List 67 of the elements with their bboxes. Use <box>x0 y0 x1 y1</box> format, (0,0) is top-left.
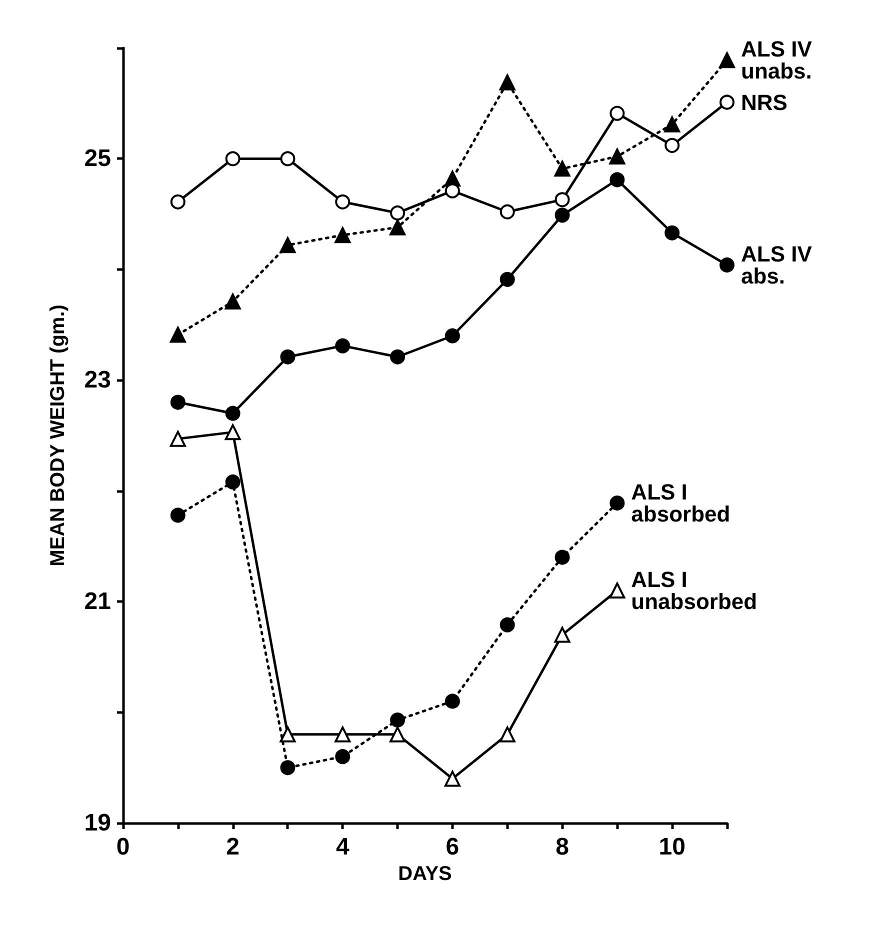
x-tick-label: 2 <box>226 834 240 860</box>
point <box>280 237 296 254</box>
point <box>444 770 460 787</box>
point <box>609 148 626 164</box>
point <box>335 338 350 354</box>
point <box>225 474 240 490</box>
point <box>554 160 570 177</box>
point <box>444 328 460 344</box>
x-tick-label: 8 <box>556 834 569 860</box>
y-axis-title: MEAN BODY WEIGHT (gm.) <box>47 304 69 566</box>
x-axis-title: DAYS <box>398 862 452 885</box>
point <box>554 192 570 208</box>
x-tick-label: 10 <box>658 834 686 860</box>
x-tick-label: 0 <box>116 834 130 860</box>
point <box>720 258 734 272</box>
series-label: ALS IV abs. <box>741 242 812 288</box>
point <box>500 617 515 632</box>
x-tick-label: 6 <box>446 834 460 860</box>
series-label: ALS IV unabs. <box>741 36 812 84</box>
point <box>225 406 240 421</box>
point <box>170 508 186 523</box>
series-label: NRS <box>741 90 788 115</box>
point <box>664 225 680 240</box>
y-tick-label: 23 <box>84 366 111 394</box>
point <box>390 205 406 220</box>
point <box>499 74 516 90</box>
point <box>280 760 296 776</box>
point <box>170 194 186 210</box>
point <box>170 326 186 343</box>
point <box>390 712 406 728</box>
point <box>280 726 296 742</box>
point <box>720 94 734 110</box>
point <box>554 626 570 643</box>
series-label: ALS I unabsorbed <box>631 567 758 614</box>
point <box>334 726 351 742</box>
y-tick-label: 25 <box>84 145 111 172</box>
point <box>335 749 350 764</box>
point <box>664 116 680 132</box>
point <box>444 183 460 198</box>
point <box>554 550 570 565</box>
point <box>500 272 515 287</box>
point <box>334 227 351 244</box>
point <box>610 172 625 188</box>
point <box>609 582 626 598</box>
point <box>554 208 570 223</box>
x-tick-label: 4 <box>336 834 350 860</box>
point <box>280 151 296 166</box>
point <box>335 194 350 210</box>
point <box>610 106 625 121</box>
point <box>390 726 406 742</box>
y-tick-label: 21 <box>84 588 111 616</box>
point <box>500 204 515 220</box>
point <box>170 394 186 410</box>
point <box>280 349 296 364</box>
point <box>719 52 735 68</box>
point <box>224 294 241 310</box>
point <box>499 726 516 742</box>
point <box>390 219 406 236</box>
point <box>224 424 241 440</box>
point <box>170 430 186 447</box>
y-tick-label: 19 <box>84 810 111 836</box>
point <box>390 349 406 364</box>
point <box>225 151 240 166</box>
point <box>664 138 680 153</box>
series-label: ALS I absorbed <box>631 480 730 527</box>
point <box>610 496 625 511</box>
point <box>444 694 460 709</box>
